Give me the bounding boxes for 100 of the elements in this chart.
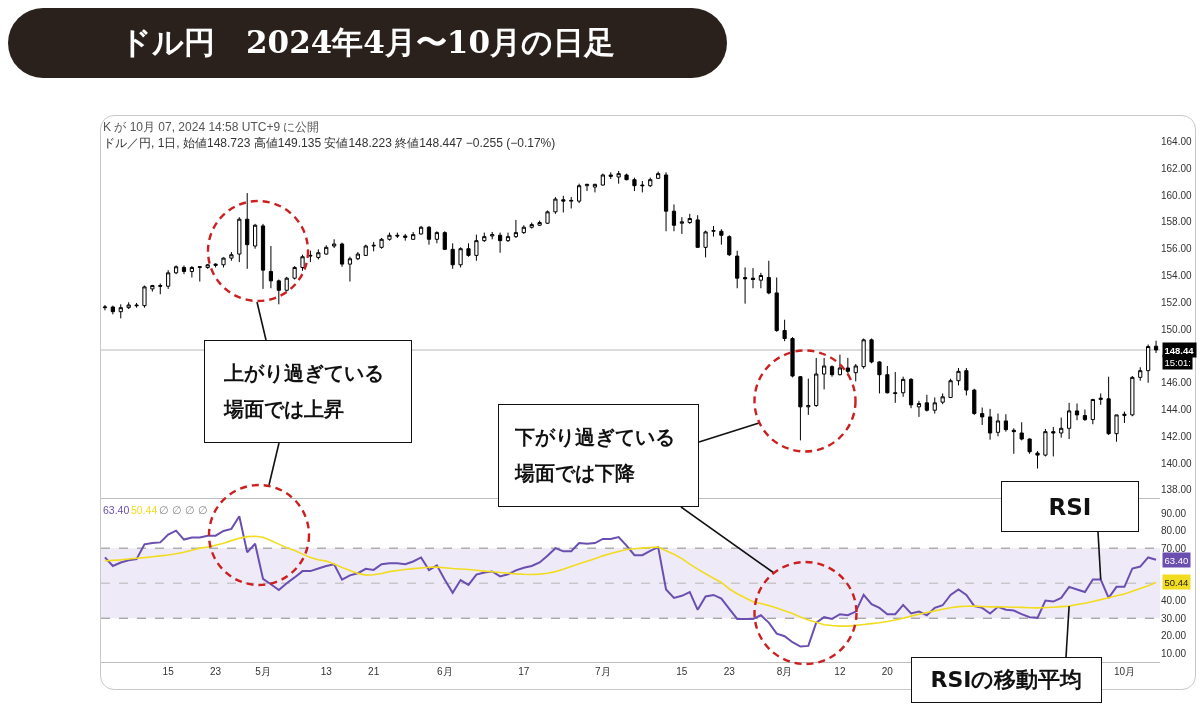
candlestick [782,319,787,342]
candlestick [956,367,961,386]
candlestick [640,180,645,193]
candlestick [671,203,677,232]
y-tick-label: 160.00 [1161,189,1193,201]
annotation: 下がり過ぎている場面では下降 [514,424,676,487]
candlestick [300,254,305,272]
y-tick-label: 40.00 [1161,595,1187,607]
line-series [103,515,1158,648]
candlestick [845,357,850,374]
candlestick [727,234,732,257]
x-tick-label: 23 [723,666,736,677]
candlestick [1059,417,1064,439]
candlestick [498,232,503,254]
candlestick [545,209,550,225]
candlestick [221,256,226,268]
candlestick [632,177,637,192]
candlestick [616,170,621,185]
y-tick-label: 20.00 [1161,630,1187,642]
candlestick [268,245,274,289]
y-tick-label: 156.00 [1161,243,1193,255]
candlestick [561,195,566,214]
candlestick [347,256,353,283]
annotation: 63.40 [103,504,130,516]
candlestick [980,407,985,426]
candlestick [1003,413,1008,433]
candlestick [1082,409,1088,422]
candlestick [253,223,258,250]
candlestick [648,177,653,188]
candlestick [379,237,384,250]
candlestick [166,269,171,290]
candlestick [703,230,708,258]
candlestick [719,228,724,246]
y-tick-label: 142.00 [1161,430,1193,442]
candlestick [229,251,234,262]
candlestick [1114,414,1119,443]
candlestick [553,196,558,215]
y-tick-label: 158.00 [1161,216,1193,228]
candlestick [798,375,803,441]
candlestick [972,388,977,416]
candlestick [118,303,123,319]
candlestick [806,378,811,416]
candlestick [450,242,455,270]
candlestick [853,363,858,382]
candlestick [458,246,463,268]
candlestick [110,305,115,315]
candlestick [213,262,218,268]
candlestick [916,400,922,418]
annotation: RSIの移動平均 [930,667,1083,693]
candlestick [205,263,210,270]
candlestick [426,225,432,246]
candlestick [584,183,590,192]
candlestick [1019,421,1024,441]
candlestick [371,241,376,252]
candlestick [932,396,937,415]
y-tick-label: 146.00 [1161,377,1193,389]
candlestick [1043,428,1048,457]
candlestick [750,267,756,289]
line-series [104,535,1157,627]
y-tick-label: 162.00 [1161,162,1193,174]
candlestick [529,222,534,230]
y-tick-label: 10.00 [1161,647,1187,659]
candlestick [1027,437,1032,455]
candlestick [245,192,250,270]
x-tick-label: 23 [210,666,222,677]
ref-line-label: 148.44 [1164,344,1195,356]
x-tick-label: 7月 [595,666,611,677]
annotation: ∅ ∅ ∅ ∅ [159,504,208,516]
candlestick [1122,411,1127,424]
candlestick [940,392,945,405]
candlestick [695,214,700,249]
y-tick-label: 152.00 [1161,296,1193,308]
candlestick [774,277,779,333]
candlestick [126,301,131,309]
candlestick [482,232,487,243]
candlestick [711,225,716,238]
candlestick [742,266,748,305]
candlestick [387,232,392,242]
candlestick [924,394,929,413]
candlestick [663,171,669,232]
candlestick [964,367,969,396]
y-tick-label: 70.00 [1161,542,1187,554]
x-tick-label: 20 [881,666,894,677]
candlestick [1153,340,1159,354]
candlestick [829,364,835,378]
candlestick [1106,376,1111,436]
candlestick [150,284,155,293]
x-tick-label: 6月 [437,666,453,677]
annotation: K が 10月 07, 2024 14:58 UTC+9 に公開 [103,120,320,134]
candlestick [513,219,519,239]
candlestick [837,354,843,376]
candlestick [687,213,692,225]
x-tick-label: 15 [162,666,175,677]
candlestick [521,224,526,235]
candlestick [1098,392,1103,406]
candlestick [316,248,321,260]
data-label: 50.44 [1164,576,1189,588]
candlestick [987,408,993,441]
candlestick [679,216,684,235]
candlestick [411,231,416,241]
